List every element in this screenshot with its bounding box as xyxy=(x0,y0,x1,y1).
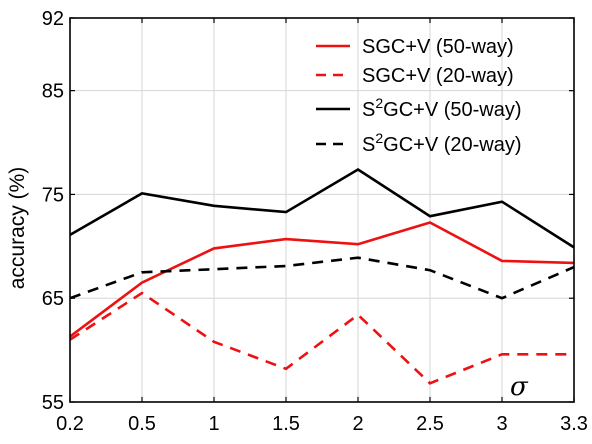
y-axis-label: accuracy (%) xyxy=(6,167,29,290)
series-line-2 xyxy=(69,291,574,385)
x-tick-label: 2.5 xyxy=(416,413,444,435)
x-tick-label: 3.3 xyxy=(560,413,588,435)
x-tick-label: 1.5 xyxy=(272,413,300,435)
y-tick-label: 85 xyxy=(42,81,64,103)
x-tick-label: 0.2 xyxy=(56,413,84,435)
legend: SGC+V (50-way) SGC+V (20-way) S2GC+V (50-w… xyxy=(316,36,522,156)
y-tick-label: 55 xyxy=(42,392,64,414)
series-line-3 xyxy=(69,167,575,249)
plot-frame xyxy=(69,17,575,403)
series-line-4 xyxy=(69,256,575,300)
legend-label-4: S2GC+V (20-way) xyxy=(362,130,522,156)
y-axis-tick-labels: 55 65 75 85 92 xyxy=(42,8,64,414)
x-tick-label: 2 xyxy=(352,413,363,435)
x-axis-label: σ xyxy=(510,372,529,402)
y-tick-label: 65 xyxy=(42,288,64,310)
y-tick-label: 75 xyxy=(42,184,64,206)
axis-ticks xyxy=(69,17,575,403)
series-line-1 xyxy=(69,221,575,338)
x-tick-label: 0.5 xyxy=(128,413,156,435)
x-axis-tick-labels: 0.2 0.5 1 1.5 2 2.5 3 3.3 xyxy=(56,413,588,435)
y-tick-label: 92 xyxy=(42,8,64,30)
legend-label-3: S2GC+V (50-way) xyxy=(362,95,522,121)
legend-label-2: SGC+V (20-way) xyxy=(362,65,514,87)
series-lines xyxy=(69,167,575,385)
legend-label-1: SGC+V (50-way) xyxy=(362,36,514,58)
x-tick-label: 3 xyxy=(496,413,507,435)
x-tick-label: 1 xyxy=(208,413,219,435)
